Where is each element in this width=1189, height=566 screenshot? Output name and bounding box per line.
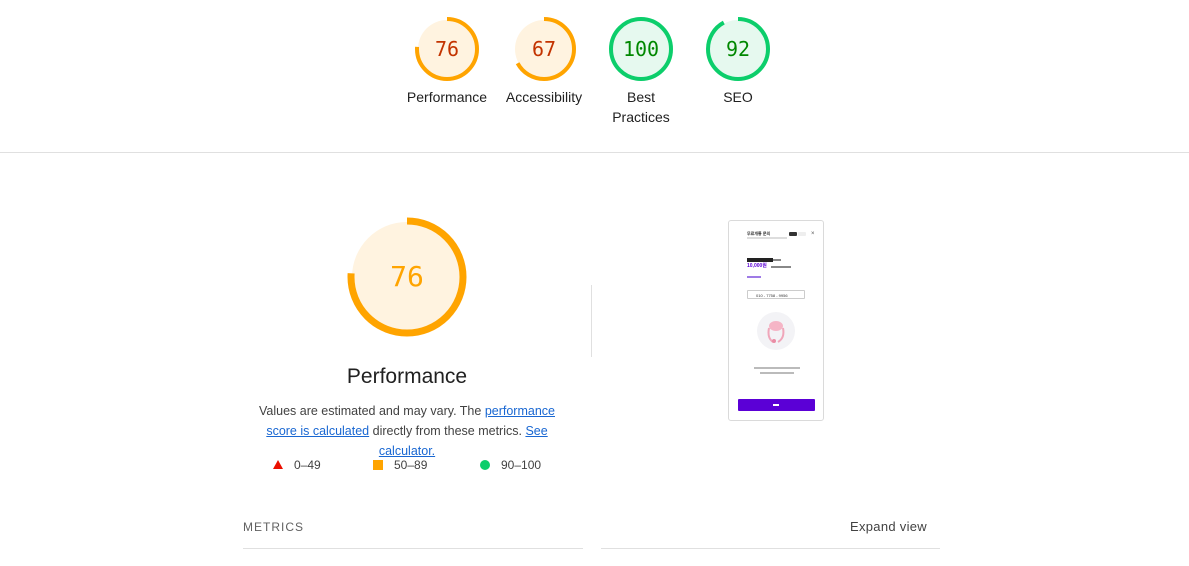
performance-score-link[interactable]: performance score is calculated: [266, 404, 555, 438]
gauge-accessibility-label: Accessibility: [505, 89, 583, 105]
legend-fail: 0–49: [272, 458, 321, 472]
gauge-seo[interactable]: 92 SEO: [690, 16, 786, 107]
circle-icon: [480, 460, 490, 470]
gauge-accessibility-ring: 67: [512, 17, 576, 81]
gauge-performance-label: Performance: [406, 89, 488, 105]
final-screenshot[interactable]: 무료개통 문의 × 10,000원 010 - 7758 - 9956: [728, 220, 824, 421]
section-divider: [591, 285, 592, 357]
ss-phone-number: 010 - 7758 - 9956: [756, 293, 788, 298]
ss-amount: 10,000원: [747, 263, 767, 269]
gauge-best-practices[interactable]: 100 Best Practices: [593, 16, 689, 127]
category-gauges: 76 Performance 67 Accessibility 100 Best…: [0, 0, 1189, 152]
ss-badge-light: [798, 232, 806, 236]
ss-product-suffix: [773, 259, 781, 261]
performance-gauge: 76: [347, 217, 467, 342]
performance-title: Performance: [346, 365, 468, 388]
gauge-best-practices-label-line2: Practices: [612, 109, 670, 125]
legend-average: 50–89: [372, 458, 427, 472]
gauge-best-practices-ring: 100: [609, 17, 673, 81]
ss-field-label: [747, 276, 761, 278]
metrics-rule-right: [601, 548, 940, 549]
legend-fail-range: 0–49: [294, 458, 321, 472]
ss-amount-desc: [771, 266, 791, 268]
gauge-best-practices-label-line1: Best: [626, 89, 655, 105]
ss-product-name: [747, 258, 773, 262]
gauge-best-practices-label: Best Practices: [593, 87, 689, 127]
gauge-seo-score: 92: [726, 37, 750, 61]
metrics-rule-left: [243, 548, 583, 549]
ss-submit-button: [738, 399, 815, 411]
header-divider: [0, 152, 1189, 153]
ss-submit-label: [773, 404, 779, 406]
desc-middle: directly from these metrics.: [369, 424, 526, 438]
ss-notice-line1: [754, 367, 800, 369]
legend-pass: 90–100: [479, 458, 541, 472]
ss-subtitle-line: [747, 237, 787, 239]
gauge-accessibility[interactable]: 67 Accessibility: [496, 16, 592, 107]
legend-pass-range: 90–100: [501, 458, 542, 472]
performance-description: Values are estimated and may vary. The p…: [243, 401, 571, 461]
earbuds-icon: [767, 321, 785, 343]
ss-phone-input: [747, 290, 805, 299]
metrics-header: METRICS Expand view: [243, 518, 940, 549]
gauge-seo-label: SEO: [723, 89, 753, 105]
gauge-performance[interactable]: 76 Performance: [399, 16, 495, 107]
triangle-icon: [273, 460, 283, 469]
ss-badge-dark: [789, 232, 797, 236]
ss-header-title: 무료개통 문의: [747, 231, 771, 236]
ss-product-image: [757, 312, 795, 350]
gauge-accessibility-score: 67: [532, 37, 556, 61]
gauge-performance-score: 76: [435, 37, 459, 61]
performance-gauge-score: 76: [390, 260, 424, 293]
gauge-performance-ring: 76: [415, 17, 479, 81]
close-icon: ×: [811, 231, 815, 237]
legend-average-range: 50–89: [394, 458, 428, 472]
ss-notice-line2: [760, 372, 794, 374]
gauge-best-practices-score: 100: [623, 37, 659, 61]
square-icon: [373, 460, 383, 470]
expand-view-button[interactable]: Expand view: [849, 519, 927, 534]
performance-gauge-ring: 76: [347, 217, 467, 337]
gauge-seo-ring: 92: [706, 17, 770, 81]
metrics-label: METRICS: [243, 520, 304, 534]
desc-prefix: Values are estimated and may vary. The: [259, 404, 485, 418]
calculator-link[interactable]: See calculator.: [378, 424, 548, 458]
